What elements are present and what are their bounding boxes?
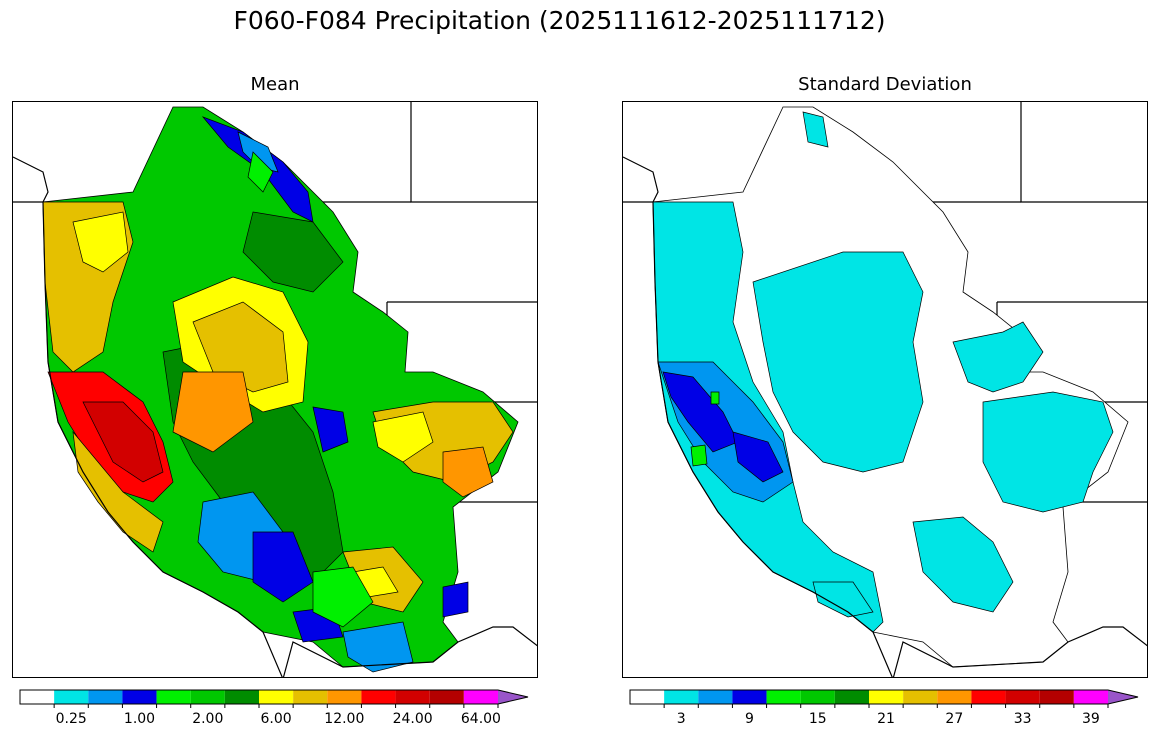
region-blue-east-mean bbox=[312, 406, 349, 453]
colorbar-segment bbox=[732, 690, 767, 704]
colorbar-segment bbox=[361, 690, 396, 704]
colorbar-stddev-svg bbox=[629, 689, 1139, 708]
colorbar-segment bbox=[971, 690, 1006, 704]
region-cyan-sw-stddev bbox=[912, 516, 1014, 613]
colorbar-segment bbox=[766, 690, 801, 704]
region-lime2-mean bbox=[312, 566, 374, 628]
region-lime2-stddev bbox=[710, 391, 720, 405]
colorbar-segment bbox=[54, 690, 89, 704]
colorbar-outline bbox=[19, 689, 529, 705]
colorbar-tick-label: 2.00 bbox=[192, 711, 224, 727]
region-cyan-south-stddev bbox=[812, 581, 874, 618]
colorbar-segment bbox=[937, 690, 972, 704]
panel-title-mean: Mean bbox=[250, 74, 300, 95]
colorbar-segment bbox=[463, 690, 498, 704]
colorbar-tick-label: 12.00 bbox=[324, 711, 365, 727]
colorbar-segment bbox=[156, 690, 191, 704]
figure-title: F060-F084 Precipitation (2025111612-2025… bbox=[233, 6, 886, 35]
region-east-yellow-mean bbox=[372, 411, 434, 463]
colorbar-segment bbox=[327, 690, 362, 704]
colorbar-segment bbox=[88, 690, 123, 704]
colorbar-segment bbox=[1108, 690, 1138, 704]
colorbar-mean bbox=[19, 689, 530, 708]
coastline-stddev bbox=[623, 156, 893, 677]
region-cyan-north-stddev bbox=[802, 111, 829, 148]
region-lime-stddev bbox=[690, 444, 708, 467]
colorbar-tick-label: 0.25 bbox=[55, 711, 87, 727]
colorbar-segment bbox=[20, 690, 55, 704]
region-blue-south-mean bbox=[252, 531, 314, 603]
colorbar-segment bbox=[1005, 690, 1040, 704]
colorbar-tick-label: 1.00 bbox=[123, 711, 156, 727]
region-lime-mean bbox=[247, 151, 274, 193]
colorbar-segment bbox=[800, 690, 835, 704]
colorbar-segment bbox=[293, 690, 328, 704]
colorbar-segment bbox=[224, 690, 259, 704]
colorbar-segment bbox=[259, 690, 294, 704]
colorbar-tick-label: 27 bbox=[945, 711, 964, 727]
region-east-orange-mean bbox=[442, 446, 494, 498]
mex-border-mean bbox=[282, 626, 537, 677]
colorbar-tick-label: 3 bbox=[676, 711, 686, 727]
map-mean bbox=[12, 101, 538, 678]
region-cyan-east2-stddev bbox=[982, 391, 1114, 513]
colorbar-segment bbox=[429, 690, 464, 704]
map-stddev-svg bbox=[623, 102, 1147, 677]
colorbar-tick-label: 21 bbox=[877, 711, 895, 727]
colorbar-segment bbox=[395, 690, 430, 704]
colorbar-tick-label: 9 bbox=[745, 711, 754, 727]
colorbar-tick-label: 6.00 bbox=[260, 711, 292, 727]
colorbar-tick-label: 39 bbox=[1082, 711, 1100, 727]
map-mean-svg bbox=[13, 102, 537, 677]
colorbar-tick-label: 64.00 bbox=[460, 711, 501, 727]
colorbar-segment bbox=[834, 690, 869, 704]
colorbar-segment bbox=[698, 690, 733, 704]
region-lightblue-sw-mean bbox=[342, 621, 414, 673]
colorbar-outline bbox=[629, 689, 1139, 705]
colorbar-stddev bbox=[629, 689, 1140, 708]
region-central-orange-mean bbox=[172, 371, 254, 453]
colorbar-segment bbox=[630, 690, 665, 704]
region-cyan-east-stddev bbox=[952, 321, 1044, 393]
region-coast-yellow-mean bbox=[72, 211, 129, 273]
coastline-mean bbox=[13, 156, 283, 677]
colorbar-tick-label: 33 bbox=[1013, 711, 1032, 727]
colorbar-segment bbox=[122, 690, 157, 704]
panel-title-stddev: Standard Deviation bbox=[798, 74, 972, 95]
colorbar-segment bbox=[190, 690, 225, 704]
colorbar-tick-label: 24.00 bbox=[392, 711, 433, 727]
region-blue-se-mean bbox=[442, 581, 469, 618]
colorbar-segment bbox=[869, 690, 904, 704]
region-cyan-central-stddev bbox=[752, 251, 924, 473]
colorbar-tick-label: 15 bbox=[808, 711, 827, 727]
colorbar-segment bbox=[1073, 690, 1108, 704]
colorbar-segment bbox=[498, 690, 528, 704]
region-darkred-mean bbox=[82, 401, 164, 483]
colorbar-segment bbox=[1039, 690, 1074, 704]
region-blue2-stddev bbox=[732, 431, 784, 483]
mex-border-stddev bbox=[892, 626, 1147, 677]
colorbar-segment bbox=[664, 690, 699, 704]
region-gold-south-mean bbox=[72, 430, 164, 553]
map-stddev bbox=[622, 101, 1148, 678]
region-blue-stddev bbox=[662, 371, 739, 453]
colorbar-segment bbox=[903, 690, 938, 704]
colorbar-mean-svg bbox=[19, 689, 529, 708]
